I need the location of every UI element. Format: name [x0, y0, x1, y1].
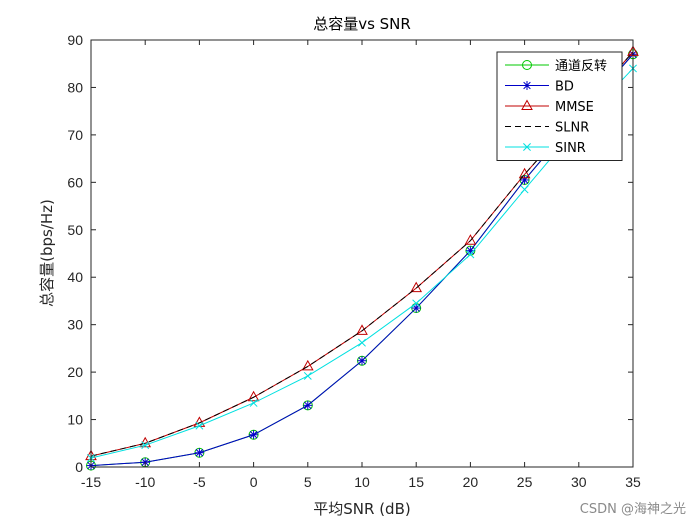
data-point [518, 167, 531, 179]
data-point [194, 448, 204, 458]
y-tick-label: 60 [67, 174, 83, 190]
marker-stroke [195, 421, 204, 430]
marker-stroke [195, 449, 204, 457]
marker-stroke [412, 299, 421, 308]
data-point [464, 234, 477, 245]
y-tick-label: 30 [67, 317, 83, 333]
x-tick-label: -5 [193, 474, 206, 490]
y-tick-label: 90 [67, 32, 83, 48]
marker-stroke [141, 441, 150, 450]
data-point [141, 441, 150, 450]
data-point [249, 430, 259, 440]
chart-title: 总容量vs SNR [313, 15, 411, 33]
data-point [411, 303, 421, 313]
x-tick-label: 30 [571, 474, 587, 490]
legend: 通道反转 BD MMSE SLNR SINR [496, 51, 623, 161]
legend-item: SLNR [505, 121, 589, 136]
y-tick-label: 0 [75, 459, 83, 475]
marker-stroke [466, 250, 475, 259]
marker-stroke [358, 338, 366, 347]
x-tick-label: 0 [250, 474, 258, 490]
x-tick-label: 20 [463, 474, 479, 490]
x-axis-label: 平均SNR (dB) [313, 500, 410, 518]
y-tick-label: 20 [67, 364, 83, 380]
data-point [249, 398, 258, 407]
legend-label: SINR [555, 141, 586, 156]
x-tick-label: 35 [625, 474, 641, 490]
data-point [303, 371, 312, 380]
marker-stroke [249, 431, 258, 439]
legend-label: SLNR [555, 121, 589, 136]
y-tick-label: 10 [67, 412, 83, 428]
legend-item: 通道反转 [505, 59, 607, 74]
watermark: CSDN @海神之光 [580, 502, 686, 517]
tick-layer: -15 -10 -5 0 5 10 15 20 25 30 35 0 10 20 30 40 50 60 70 80 9… [67, 32, 641, 490]
marker-stroke [523, 81, 531, 90]
data-point [357, 356, 367, 366]
legend-item: SINR [505, 141, 586, 156]
y-tick-label: 80 [67, 79, 83, 95]
legend-marker [522, 81, 532, 90]
x-tick-label: 5 [304, 474, 312, 490]
marker-stroke [523, 143, 531, 151]
data-layer [85, 45, 639, 471]
x-tick-label: 25 [517, 474, 533, 490]
data-point [301, 359, 314, 371]
data-point [466, 250, 475, 259]
data-point [520, 185, 529, 194]
data-point [410, 281, 423, 293]
data-point [303, 400, 313, 410]
y-tick-label: 40 [67, 269, 83, 285]
data-point [247, 390, 260, 402]
marker-stroke [358, 356, 366, 365]
marker-stroke [249, 398, 258, 407]
legend-item: MMSE [505, 99, 594, 115]
legend-item: BD [505, 80, 574, 95]
x-tick-label: 10 [354, 474, 370, 490]
legend-marker [522, 60, 532, 70]
legend-label: 通道反转 [555, 59, 607, 74]
data-point [195, 421, 204, 430]
data-point [412, 299, 421, 308]
y-axis-label: 总容量(bps/Hz) [38, 199, 56, 307]
data-point [520, 175, 530, 185]
marker-stroke [303, 371, 312, 380]
legend-marker [523, 143, 531, 151]
marker-stroke [520, 185, 529, 194]
legend-marker [521, 99, 533, 110]
data-point [358, 338, 366, 347]
x-tick-label: -15 [81, 474, 101, 490]
data-point [356, 324, 368, 335]
y-tick-label: 70 [67, 127, 83, 143]
legend-label: BD [555, 80, 574, 95]
legend-label: MMSE [555, 100, 594, 115]
y-tick-label: 50 [67, 222, 83, 238]
marker-stroke [304, 401, 312, 410]
x-tick-label: -10 [135, 474, 155, 490]
x-tick-label: 15 [408, 474, 424, 490]
